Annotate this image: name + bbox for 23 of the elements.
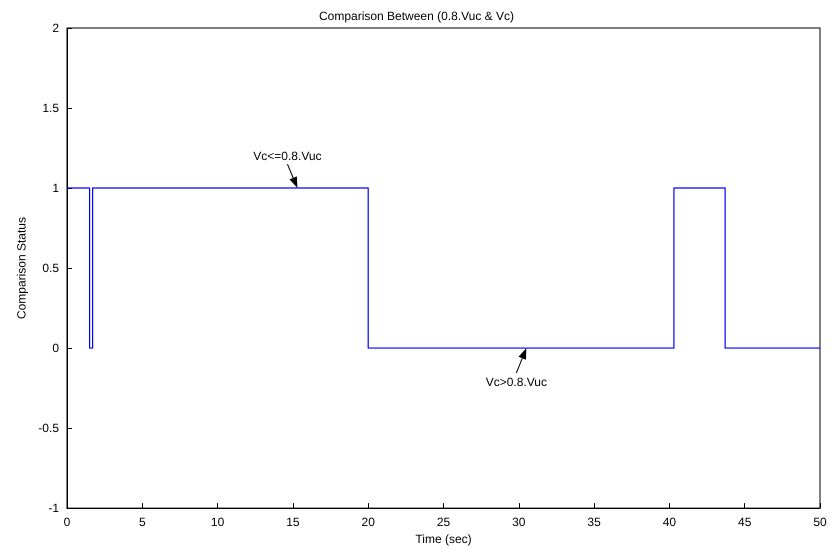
x-tick-label: 40 xyxy=(662,515,676,530)
x-tick-label: 15 xyxy=(286,515,300,530)
annotation: Vc<=0.8.Vuc xyxy=(253,149,322,164)
y-tick-label: 0.5 xyxy=(42,261,60,276)
x-tick-label: 0 xyxy=(64,515,71,530)
y-axis-title: Comparison Status xyxy=(14,217,28,320)
x-tick-label: 5 xyxy=(138,515,146,530)
x-tick-label: 45 xyxy=(738,515,752,530)
x-tick-label: 30 xyxy=(512,515,526,530)
x-tick-label: 50 xyxy=(813,515,827,530)
y-tick-label: 1.5 xyxy=(42,101,60,116)
y-tick-label: 1 xyxy=(52,181,60,196)
y-tick-label: -0.5 xyxy=(38,421,60,436)
chart-title: Comparison Between (0.8.Vuc & Vc) xyxy=(319,9,514,23)
annotation: Vc>0.8.Vuc xyxy=(486,375,547,390)
x-tick-label: 25 xyxy=(436,515,450,530)
x-tick-label: 35 xyxy=(587,515,602,530)
y-tick-label: 2 xyxy=(52,21,60,35)
x-axis-title: Time (sec) xyxy=(415,532,472,546)
y-tick-label: -1 xyxy=(48,501,60,516)
x-tick-label: 10 xyxy=(210,515,225,530)
x-tick-label: 20 xyxy=(362,515,376,530)
y-tick-label: 0 xyxy=(52,341,60,356)
